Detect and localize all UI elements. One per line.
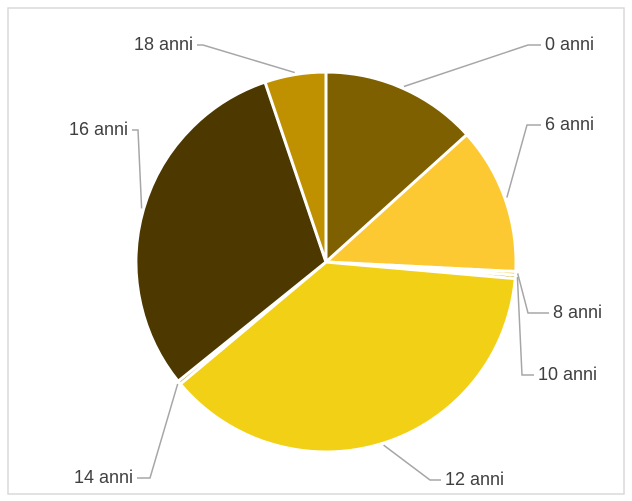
- pie-slice: [134, 80, 328, 383]
- pie-slice: [178, 260, 517, 454]
- leader-line: [516, 273, 549, 314]
- leader-line: [383, 444, 441, 481]
- data-label: 6 anni: [545, 114, 594, 134]
- data-label: 0 anni: [545, 34, 594, 54]
- leader-line: [516, 277, 534, 376]
- leader-line: [403, 44, 541, 88]
- pie-slice: [324, 133, 518, 274]
- leader-line: [132, 129, 143, 209]
- data-label: 12 anni: [445, 469, 504, 489]
- data-label: 18 anni: [134, 34, 193, 54]
- data-label: 14 anni: [74, 467, 133, 487]
- leader-line: [137, 383, 179, 479]
- pie-slice: [263, 70, 328, 264]
- leader-line: [506, 124, 541, 198]
- data-label: 10 anni: [538, 364, 597, 384]
- data-label: 8 anni: [553, 302, 602, 322]
- leader-line: [197, 44, 295, 74]
- pie-slice: [324, 70, 469, 264]
- data-label: 16 anni: [69, 119, 128, 139]
